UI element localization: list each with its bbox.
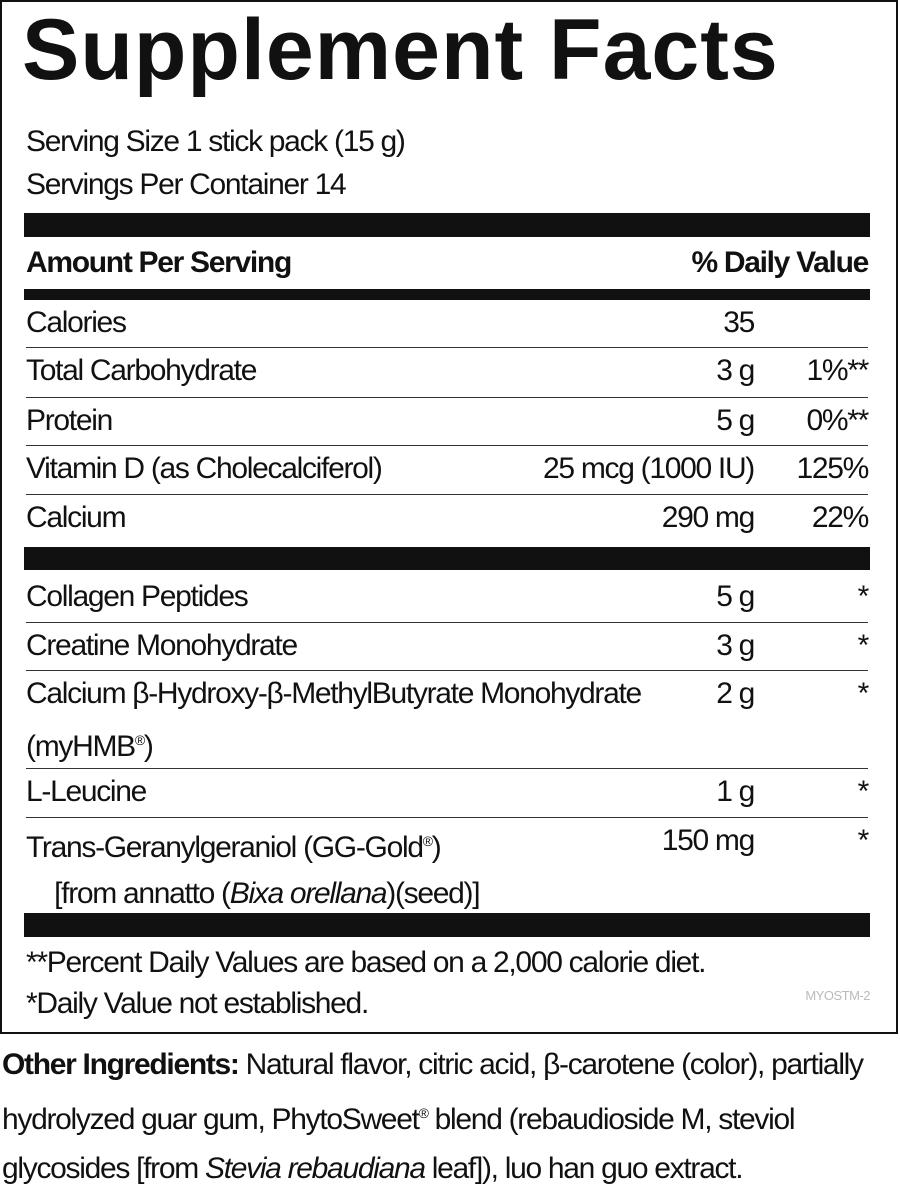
nutrient-amount: 35: [723, 306, 755, 339]
nutrient-dv: 125%: [796, 452, 869, 485]
ingredient-row: Collagen Peptides 5 g *: [26, 574, 869, 623]
nutrient-row: Calories 35: [26, 300, 868, 348]
nutrient-name: Vitamin D (as Cholecalciferol): [26, 452, 383, 485]
nutrient-row: Protein 5 g 0%**: [26, 398, 869, 446]
nutrient-row: Vitamin D (as Cholecalciferol) 25 mcg (10…: [26, 446, 869, 495]
product-code: MYOSTM-2: [805, 988, 870, 1003]
nutrient-name: Calcium: [26, 501, 127, 534]
nutrient-name: Total Carbohydrate: [26, 354, 257, 387]
nutrient-dv: 22%: [811, 501, 869, 534]
nutrient-amount: 3 g: [716, 354, 755, 387]
panel-title: Supplement Facts: [22, 2, 779, 98]
divider-thick: [24, 213, 870, 237]
nutrient-amount: 5 g: [716, 404, 755, 437]
divider-thick: [24, 547, 870, 570]
ingredient-row: Trans-Geranylgeraniol (GG-Gold®) [from a…: [26, 824, 869, 910]
ingredient-row: Calcium β-Hydroxy-β-MethylButyrate Monoh…: [26, 671, 869, 769]
serving-size: Serving Size 1 stick pack (15 g): [26, 125, 406, 158]
nutrient-row: Total Carbohydrate 3 g 1%**: [26, 348, 869, 398]
column-header: Amount Per Serving % Daily Value: [26, 240, 869, 288]
divider-thick: [24, 913, 870, 937]
footnote-dv: **Percent Daily Values are based on a 2,…: [26, 946, 706, 979]
ingredient-row: L-Leucine 1 g *: [26, 769, 869, 818]
footnote-not-established: *Daily Value not established.: [26, 987, 369, 1020]
nutrient-name: Protein: [26, 404, 113, 437]
nutrient-name: Calories: [26, 306, 127, 339]
other-ingredients: Other Ingredients: Natural flavor, citri…: [2, 1048, 864, 1185]
nutrient-amount: 25 mcg (1000 IU): [543, 452, 755, 485]
nutrient-row: Calcium 290 mg 22%: [26, 495, 869, 547]
servings-per-container: Servings Per Container 14: [26, 168, 347, 201]
dv-header: % Daily Value: [691, 246, 869, 279]
ingredient-row: Creatine Monohydrate 3 g *: [26, 623, 869, 671]
nutrient-dv: 0%**: [806, 404, 869, 437]
divider-medium: [24, 289, 870, 300]
nutrient-dv: 1%**: [806, 354, 869, 387]
amount-header: Amount Per Serving: [26, 246, 292, 279]
supplement-facts-panel: [0, 0, 898, 1034]
nutrient-amount: 290 mg: [661, 501, 756, 534]
